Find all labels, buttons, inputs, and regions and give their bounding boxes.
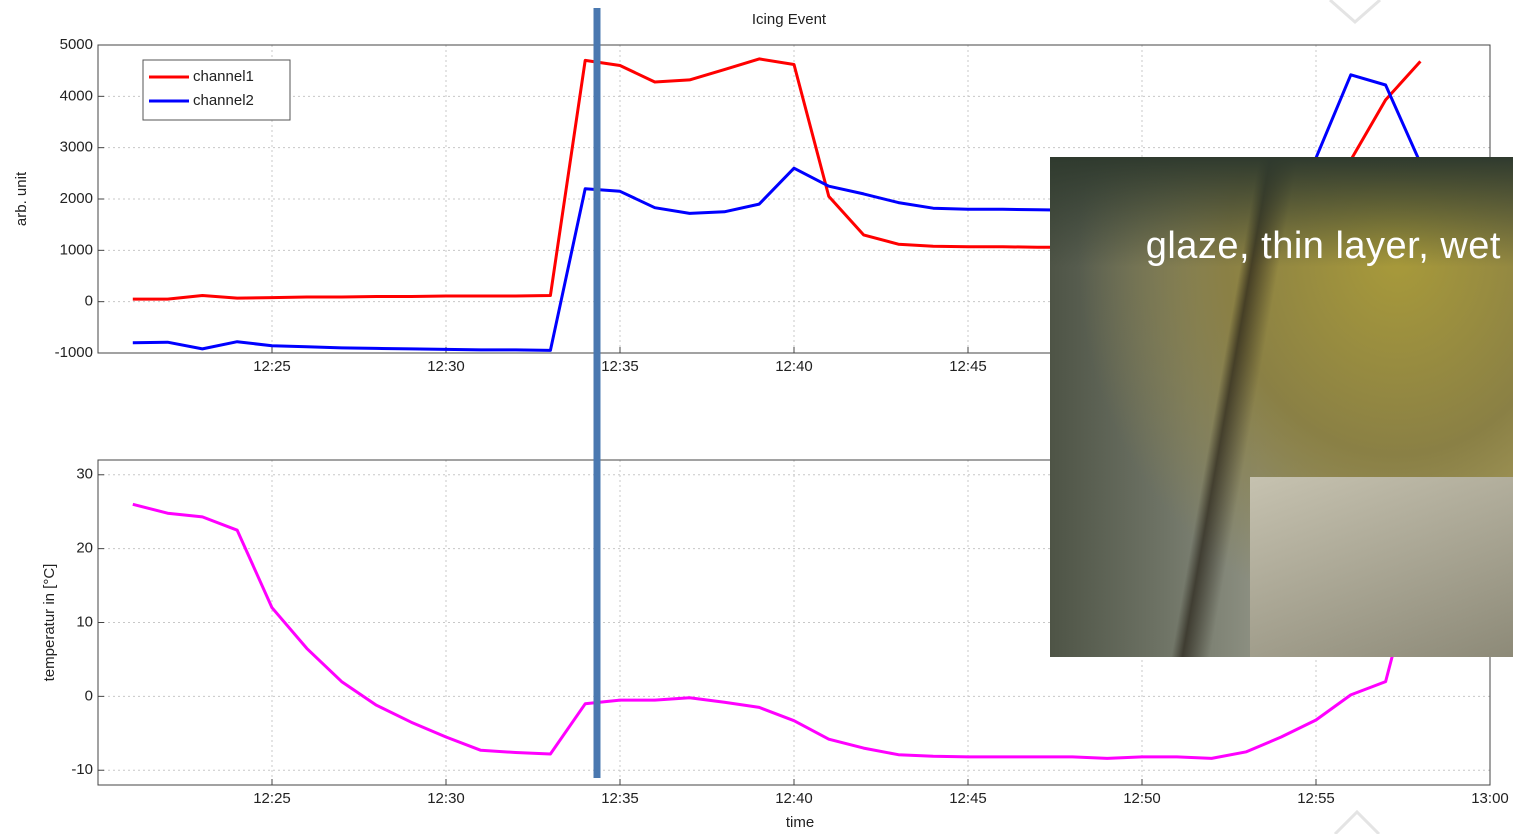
x-tick-label: 12:30 [427, 790, 465, 807]
x-tick-label: 12:40 [775, 790, 813, 807]
x-tick-label: 12:45 [949, 790, 987, 807]
y-tick-label: 10 [76, 613, 93, 630]
x-tick-label: 12:55 [1297, 790, 1335, 807]
chart-title: Icing Event [752, 11, 827, 28]
x-tick-label: 12:45 [949, 358, 987, 375]
legend-label: channel1 [193, 68, 254, 85]
y-tick-label: 30 [76, 466, 93, 483]
y-axis-label: temperatur in [°C] [41, 564, 58, 682]
x-tick-label: 12:25 [253, 358, 291, 375]
y-tick-label: -10 [71, 761, 93, 778]
x-tick-label: 12:25 [253, 790, 291, 807]
decoration [1330, 0, 1380, 22]
y-tick-label: 0 [85, 293, 93, 310]
x-tick-label: 12:35 [601, 790, 639, 807]
x-tick-label: 12:50 [1123, 790, 1161, 807]
x-tick-label: 13:00 [1471, 790, 1509, 807]
y-tick-label: 20 [76, 540, 93, 557]
photo-shade [1250, 477, 1513, 657]
x-tick-label: 12:30 [427, 358, 465, 375]
decoration [1335, 812, 1379, 834]
photo-caption: glaze, thin layer, wet [1146, 225, 1501, 268]
y-tick-label: 1000 [60, 241, 93, 258]
y-tick-label: 2000 [60, 190, 93, 207]
y-axis-label: arb. unit [13, 171, 30, 226]
y-tick-label: -1000 [55, 344, 93, 361]
y-tick-label: 3000 [60, 139, 93, 156]
y-tick-label: 0 [85, 687, 93, 704]
y-tick-label: 4000 [60, 87, 93, 104]
x-tick-label: 12:40 [775, 358, 813, 375]
y-tick-label: 5000 [60, 36, 93, 53]
x-tick-label: 12:35 [601, 358, 639, 375]
legend-label: channel2 [193, 92, 254, 109]
x-axis-label: time [786, 814, 814, 831]
page: -1000 0 1000 2000 3000 4000 5000 12:25 12:30 12:3… [0, 0, 1513, 834]
photo: glaze, thin layer, wet [1050, 157, 1513, 657]
